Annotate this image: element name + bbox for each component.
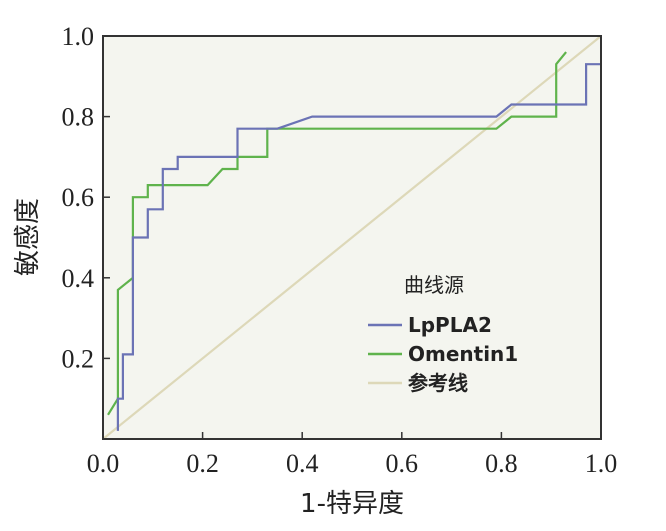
legend-title: 曲线源	[404, 273, 464, 297]
legend: 曲线源 LpPLA2 Omentin1 参考线	[368, 273, 518, 395]
legend-label-lppla2: LpPLA2	[408, 313, 492, 337]
tick-layer: 0.0 0.2 0.4 0.6 0.8 1.0 0.2 0.4 0.6 0.8 1.0	[62, 22, 618, 478]
legend-label-reference: 参考线	[408, 371, 468, 395]
series-line-lppla2	[116, 63, 601, 431]
x-tick-label: 0.0	[87, 449, 120, 478]
x-tick-label: 0.6	[386, 449, 419, 478]
y-axis-title: 敏感度	[13, 198, 43, 276]
y-tick-label: 0.8	[62, 103, 95, 132]
x-tick-label: 1.0	[585, 449, 618, 478]
y-tick-label: 0.6	[62, 183, 95, 212]
y-tick-label: 0.4	[62, 264, 95, 293]
x-tick-label: 0.4	[286, 449, 319, 478]
x-tick-label: 0.2	[186, 449, 219, 478]
y-tick-label: 1.0	[62, 22, 95, 51]
series-layer	[102, 35, 602, 440]
x-tick-label: 0.8	[485, 449, 518, 478]
x-axis-title: 1-特异度	[300, 489, 404, 519]
series-line-omentin1	[107, 51, 567, 416]
y-tick-label: 0.2	[62, 344, 95, 373]
series-line-reference	[102, 35, 602, 440]
plot-frame	[102, 35, 602, 440]
legend-label-omentin1: Omentin1	[408, 342, 518, 366]
